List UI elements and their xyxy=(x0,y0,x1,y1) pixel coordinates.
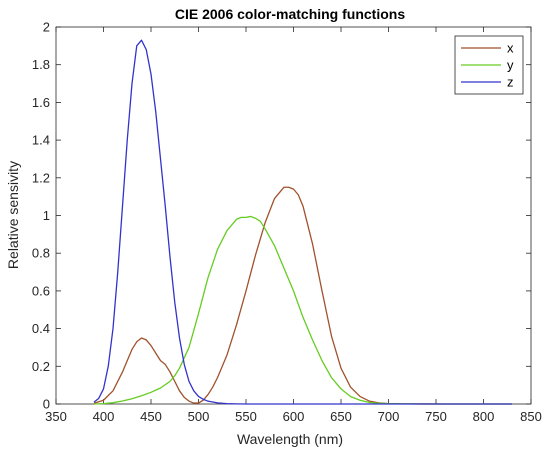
x-tick-label: 400 xyxy=(93,409,115,424)
legend-label-y: y xyxy=(507,58,514,73)
series-line-x xyxy=(93,186,512,405)
x-tick-label: 500 xyxy=(188,409,210,424)
x-tick-label: 800 xyxy=(473,409,495,424)
y-tick-label: 0.8 xyxy=(32,246,50,261)
y-tick-label: 1 xyxy=(43,208,50,223)
x-tick-label: 700 xyxy=(378,409,400,424)
series-lines xyxy=(93,39,512,405)
chart-title: CIE 2006 color-matching functions xyxy=(175,6,405,22)
y-tick-label: 0 xyxy=(43,397,50,412)
x-tick-label: 350 xyxy=(45,409,67,424)
plot-area xyxy=(55,26,532,405)
series-line-y xyxy=(93,215,512,405)
x-tick-label: 450 xyxy=(140,409,162,424)
y-axis-label: Relative sensivity xyxy=(5,161,21,269)
x-tick-label: 600 xyxy=(283,409,305,424)
y-axis-ticks: 0 0.2 0.4 0.6 0.8 1 1.2 1.4 1.6 1.8 2 xyxy=(32,20,531,412)
x-tick-label: 750 xyxy=(425,409,447,424)
y-tick-label: 1.6 xyxy=(32,95,50,110)
x-tick-label: 650 xyxy=(330,409,352,424)
legend: xyz xyxy=(454,35,524,95)
legend-label-z: z xyxy=(507,75,514,90)
x-axis-label: Wavelength (nm) xyxy=(237,431,343,447)
y-tick-label: 0.6 xyxy=(32,283,50,298)
y-tick-label: 1.8 xyxy=(32,57,50,72)
x-tick-label: 850 xyxy=(520,409,542,424)
y-tick-label: 0.2 xyxy=(32,359,50,374)
y-tick-label: 0.4 xyxy=(32,321,50,336)
legend-label-x: x xyxy=(507,41,514,56)
y-tick-label: 1.2 xyxy=(32,170,50,185)
y-tick-label: 1.4 xyxy=(32,133,50,148)
x-tick-label: 550 xyxy=(235,409,257,424)
x-axis-ticks: 350 400 450 500 550 600 650 700 750 800 850 xyxy=(45,27,542,424)
series-line-z xyxy=(93,39,512,405)
y-tick-label: 2 xyxy=(43,20,50,35)
